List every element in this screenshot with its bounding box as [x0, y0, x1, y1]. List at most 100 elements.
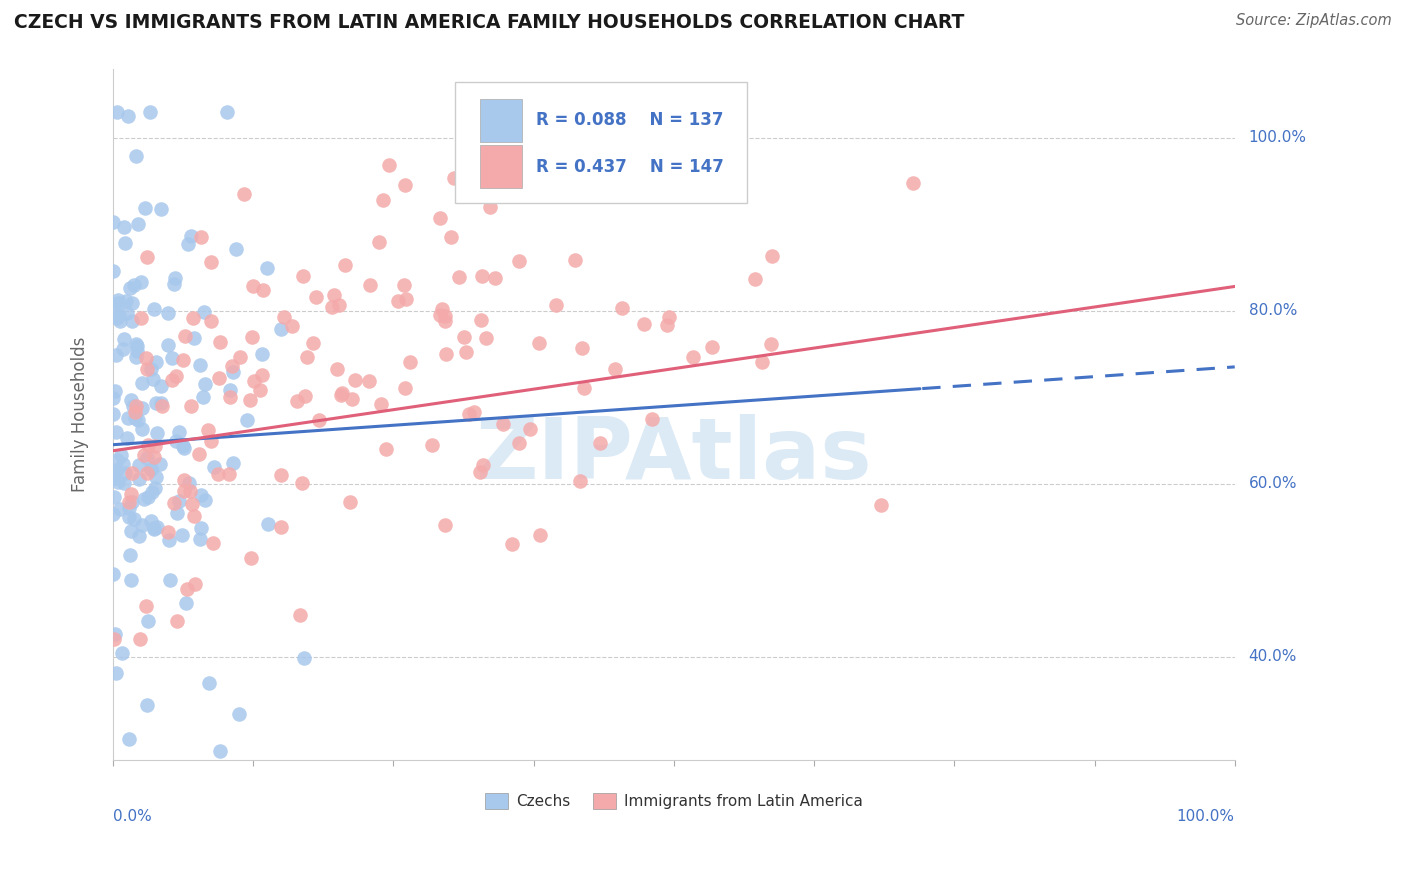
Y-axis label: Family Households: Family Households	[72, 337, 89, 492]
Point	[165, 368, 187, 383]
Point	[190, 520, 212, 534]
Point	[117, 109, 139, 123]
Point	[149, 202, 172, 216]
Point	[328, 298, 350, 312]
Point	[179, 483, 201, 498]
Point	[544, 298, 567, 312]
Point	[125, 149, 148, 163]
Point	[470, 313, 492, 327]
Point	[142, 521, 165, 535]
Point	[111, 646, 134, 660]
Point	[180, 229, 202, 244]
Point	[139, 362, 162, 376]
Point	[135, 361, 157, 376]
Point	[429, 308, 451, 322]
Point	[285, 393, 308, 408]
Point	[603, 361, 626, 376]
Point	[321, 300, 343, 314]
Point	[183, 331, 205, 345]
Point	[610, 301, 633, 315]
Point	[751, 354, 773, 368]
Point	[135, 599, 157, 613]
Point	[172, 527, 194, 541]
Point	[125, 339, 148, 353]
Point	[256, 516, 278, 531]
Point	[162, 373, 184, 387]
Point	[131, 401, 153, 415]
Text: CZECH VS IMMIGRANTS FROM LATIN AMERICA FAMILY HOUSEHOLDS CORRELATION CHART: CZECH VS IMMIGRANTS FROM LATIN AMERICA F…	[14, 13, 965, 32]
Point	[166, 506, 188, 520]
Point	[207, 467, 229, 482]
Point	[129, 275, 152, 289]
Point	[120, 392, 142, 407]
Point	[188, 533, 211, 547]
Point	[394, 381, 416, 395]
Point	[492, 417, 515, 432]
Point	[118, 510, 141, 524]
Point	[339, 495, 361, 509]
Point	[131, 422, 153, 436]
Point	[101, 507, 124, 521]
Point	[149, 396, 172, 410]
Point	[120, 524, 142, 538]
Point	[104, 466, 127, 480]
Point	[141, 485, 163, 500]
Point	[190, 229, 212, 244]
Point	[150, 379, 173, 393]
Point	[250, 347, 273, 361]
Point	[240, 330, 263, 344]
Point	[183, 577, 205, 591]
Point	[107, 293, 129, 308]
Point	[218, 390, 240, 404]
Point	[103, 299, 125, 313]
Point	[302, 336, 325, 351]
Point	[454, 344, 477, 359]
Text: 60.0%: 60.0%	[1249, 476, 1298, 491]
Point	[572, 381, 595, 395]
Point	[127, 413, 149, 427]
Point	[173, 483, 195, 498]
Point	[142, 523, 165, 537]
Point	[112, 219, 135, 234]
Point	[291, 475, 314, 490]
Point	[174, 596, 197, 610]
Point	[471, 269, 494, 284]
Point	[472, 458, 495, 472]
Point	[112, 475, 135, 490]
Point	[323, 288, 346, 302]
Point	[519, 422, 541, 436]
Point	[243, 374, 266, 388]
Point	[103, 264, 125, 278]
Point	[371, 193, 394, 207]
Point	[180, 497, 202, 511]
Point	[131, 376, 153, 390]
Point	[128, 471, 150, 485]
Point	[103, 632, 125, 647]
Point	[281, 318, 304, 333]
Point	[270, 468, 292, 483]
Point	[117, 495, 139, 509]
Point	[870, 498, 893, 512]
Point	[191, 391, 214, 405]
Point	[124, 400, 146, 414]
Point	[329, 388, 352, 402]
Point	[110, 448, 132, 462]
Point	[478, 200, 501, 214]
Point	[359, 375, 381, 389]
Point	[104, 666, 127, 681]
Point	[121, 466, 143, 480]
Point	[270, 520, 292, 534]
Point	[128, 632, 150, 647]
Point	[101, 392, 124, 406]
Point	[903, 177, 925, 191]
Point	[135, 451, 157, 466]
Point	[118, 281, 141, 295]
Point	[242, 279, 264, 293]
Point	[145, 439, 167, 453]
Point	[132, 448, 155, 462]
Point	[176, 582, 198, 596]
Point	[188, 447, 211, 461]
Point	[135, 351, 157, 366]
Text: 100.0%: 100.0%	[1249, 130, 1306, 145]
Point	[550, 172, 572, 186]
